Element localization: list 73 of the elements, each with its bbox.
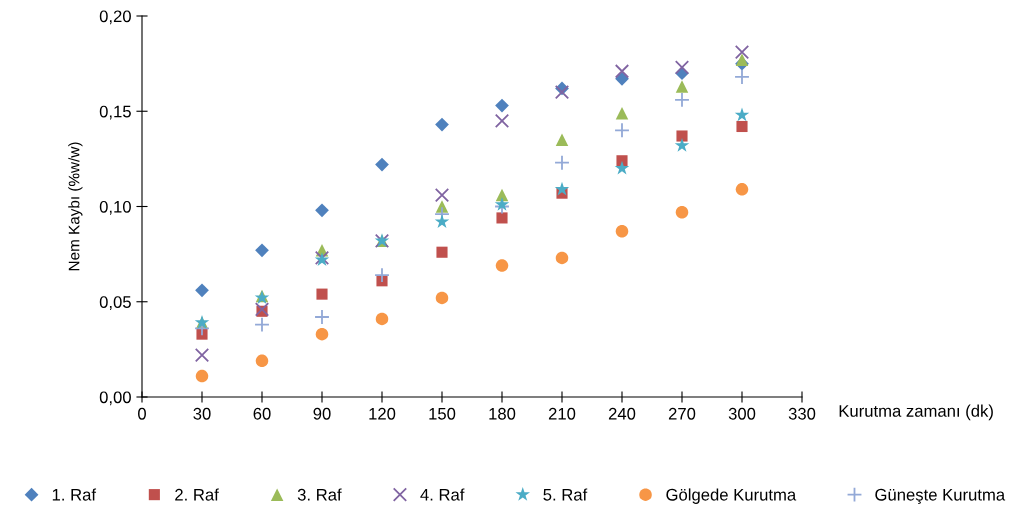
point [315,327,329,341]
y-axis-title: Nem Kaybı (%w/w) [68,142,83,271]
x-tick-label: 150 [429,407,456,420]
x-tick-label: 30 [193,407,211,420]
point [375,157,389,172]
point [434,187,450,203]
point [734,45,750,60]
x-tick-label: 0 [138,407,146,420]
x-tick-label: 330 [788,407,816,420]
point [674,60,690,75]
x-tick-label: 60 [253,407,271,420]
point [555,251,569,265]
x-axis-title: Kurutma zamanı (dk) [839,404,993,421]
x-tick-label: 120 [369,407,396,420]
point [314,309,330,325]
point [194,347,210,363]
point [495,259,509,272]
legend-label: 5. Raf [543,488,588,501]
legend-label: 3. Raf [297,488,342,501]
point [736,120,748,133]
point [675,80,689,93]
point [554,85,570,100]
point [494,113,510,128]
x-tick-label: 300 [728,407,756,420]
point [615,106,629,120]
point [676,130,688,142]
point [494,196,510,211]
x-tick-label: 210 [548,407,576,420]
x-tick-label: 240 [608,407,636,420]
point [554,181,570,196]
point [255,354,269,368]
y-tick-label: 0,10 [99,200,131,215]
point [495,98,509,113]
point [435,117,449,132]
legend-label: Gölgede Kurutma [666,488,797,504]
point [674,137,690,152]
point [555,133,569,147]
y-tick-label: 0,05 [99,296,131,310]
point [615,225,629,238]
point [616,155,628,167]
point [254,316,270,333]
point [614,160,630,175]
legend-label: Güneşte Kurutma [875,488,1006,504]
point [375,312,389,326]
point [195,369,209,383]
point [734,69,750,85]
legend-label: 2. Raf [175,488,219,501]
point [734,107,750,122]
point [675,205,689,219]
point [614,122,630,139]
point [315,203,329,218]
x-tick-label: 90 [313,407,331,420]
x-tick-label: 180 [489,407,516,420]
legend-label: 1. Raf [52,488,97,501]
point [496,212,508,224]
point [374,267,390,283]
point [316,288,328,300]
x-tick-label: 270 [668,407,696,420]
point [436,246,448,258]
y-tick-label: 0,15 [99,105,131,120]
point [554,154,570,171]
y-tick-label: 0,20 [99,10,131,25]
point [255,243,269,258]
point [434,214,450,228]
point [735,53,749,67]
point [435,291,449,305]
point [735,183,749,196]
point [195,283,209,298]
point [196,328,208,340]
point [614,64,630,79]
legend-label: 4. Raf [420,488,465,501]
y-tick-label: 0,00 [99,391,131,406]
point [674,91,690,108]
